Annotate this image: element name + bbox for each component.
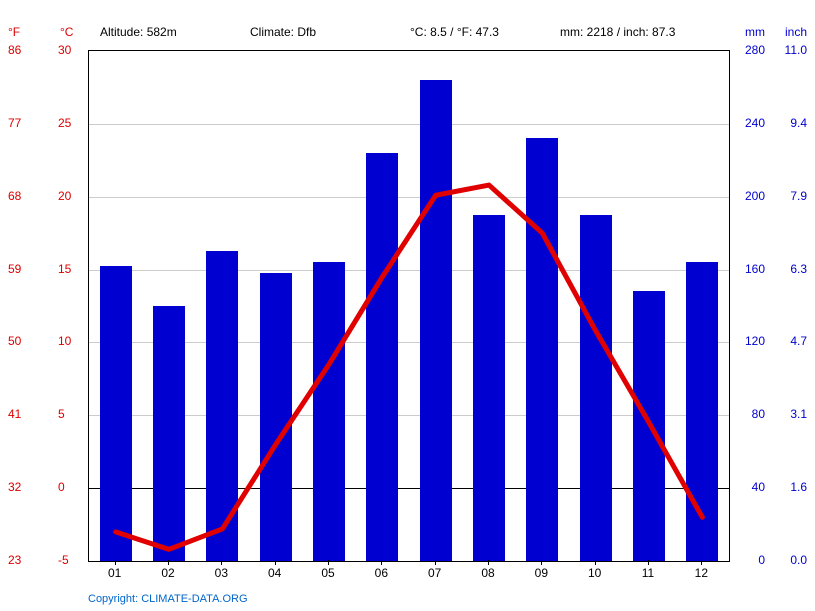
ytick-mm: 160 [745,262,765,276]
xtick-label: 06 [375,566,388,580]
ytick-f: 41 [8,407,21,421]
precip-bar [100,266,132,561]
xtick-label: 01 [108,566,121,580]
axis-title-mm: mm [745,25,765,39]
ytick-inch: 6.3 [790,262,807,276]
ytick-inch: 1.6 [790,480,807,494]
precip-bar [633,291,665,561]
ytick-f: 59 [8,262,21,276]
xtick-label: 12 [695,566,708,580]
axis-title-c: °C [60,25,73,39]
ytick-f: 50 [8,334,21,348]
xtick-label: 03 [215,566,228,580]
ytick-mm: 280 [745,43,765,57]
precip-bar [580,215,612,561]
ytick-mm: 80 [752,407,765,421]
ytick-inch: 4.7 [790,334,807,348]
ytick-c: -5 [58,553,69,567]
precip-bar [260,273,292,561]
xtick-label: 04 [268,566,281,580]
ytick-c: 30 [58,43,71,57]
ytick-c: 10 [58,334,71,348]
xtick-label: 09 [535,566,548,580]
precip-bar [366,153,398,561]
ytick-c: 5 [58,407,65,421]
ytick-f: 86 [8,43,21,57]
xtick-label: 08 [481,566,494,580]
gridline [89,124,729,125]
ytick-f: 32 [8,480,21,494]
xtick-label: 02 [161,566,174,580]
precip-bar [313,262,345,561]
ytick-inch: 11.0 [785,43,807,57]
ytick-inch: 7.9 [790,189,807,203]
climate-label: Climate: Dfb [250,25,316,39]
gridline [89,197,729,198]
xtick-mark [381,560,382,565]
temp-summary-label: °C: 8.5 / °F: 47.3 [410,25,499,39]
xtick-mark [275,560,276,565]
ytick-inch: 0.0 [790,553,807,567]
copyright-text: Copyright: CLIMATE-DATA.ORG [88,593,248,605]
ytick-c: 0 [58,480,65,494]
xtick-mark [488,560,489,565]
ytick-mm: 200 [745,189,765,203]
altitude-label: Altitude: 582m [100,25,177,39]
precip-bar [420,80,452,561]
climate-chart: °F °C mm inch Altitude: 582m Climate: Df… [0,0,815,611]
precip-bar [526,138,558,561]
plot-area [88,50,730,562]
axis-title-f: °F [8,25,20,39]
xtick-mark [221,560,222,565]
xtick-mark [541,560,542,565]
xtick-mark [648,560,649,565]
ytick-mm: 240 [745,116,765,130]
ytick-inch: 3.1 [790,407,807,421]
ytick-mm: 0 [758,553,765,567]
ytick-c: 15 [58,262,71,276]
xtick-mark [595,560,596,565]
xtick-label: 10 [588,566,601,580]
xtick-mark [115,560,116,565]
xtick-label: 11 [642,566,654,580]
gridline [89,270,729,271]
ytick-mm: 40 [752,480,765,494]
ytick-f: 77 [8,116,21,130]
xtick-mark [701,560,702,565]
ytick-mm: 120 [745,334,765,348]
precip-summary-label: mm: 2218 / inch: 87.3 [560,25,675,39]
precip-bar [206,251,238,561]
ytick-c: 20 [58,189,71,203]
precip-bar [473,215,505,561]
ytick-f: 23 [8,553,21,567]
xtick-mark [435,560,436,565]
ytick-c: 25 [58,116,71,130]
precip-bar [686,262,718,561]
xtick-mark [328,560,329,565]
precip-bar [153,306,185,561]
xtick-label: 07 [428,566,441,580]
xtick-mark [168,560,169,565]
ytick-f: 68 [8,189,21,203]
ytick-inch: 9.4 [790,116,807,130]
axis-title-inch: inch [785,25,807,39]
xtick-label: 05 [321,566,334,580]
